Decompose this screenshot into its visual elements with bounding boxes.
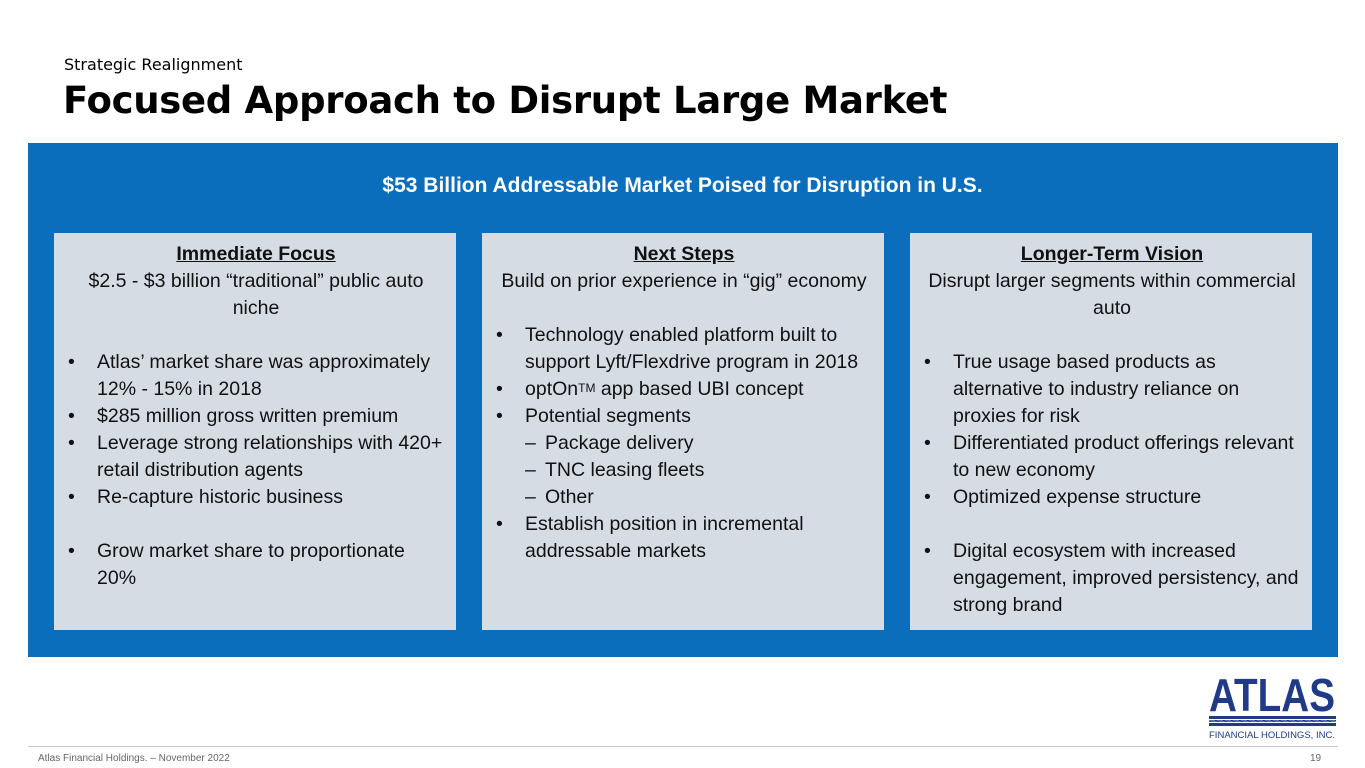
- list-item: Grow market share to proportionate 20%: [66, 538, 446, 592]
- list-item: Establish position in incremental addres…: [494, 511, 874, 565]
- list-item: Technology enabled platform built to sup…: [494, 322, 874, 376]
- bullet-list: True usage based products as alternative…: [922, 349, 1302, 619]
- list-item-text: app based UBI concept: [595, 378, 804, 400]
- trademark-mark: TM: [578, 381, 596, 395]
- logo-dash-band: [1208, 719, 1337, 723]
- column-next-steps: Next Steps Build on prior experience in …: [482, 233, 884, 630]
- column-immediate-focus: Immediate Focus $2.5 - $3 billion “tradi…: [54, 233, 456, 630]
- list-item: Leverage strong relationships with 420+ …: [66, 430, 446, 484]
- list-item: Digital ecosystem with increased engagem…: [922, 538, 1302, 619]
- logo-rule: [1209, 716, 1336, 719]
- sub-list-item: Other: [494, 484, 874, 511]
- page-number: 19: [1310, 753, 1322, 764]
- column-heading: Immediate Focus: [176, 243, 336, 265]
- logo-tagline: FINANCIAL HOLDINGS, INC.: [1209, 730, 1335, 740]
- product-name: optOn: [525, 378, 579, 400]
- column-subtitle: Disrupt larger segments within commercia…: [928, 270, 1296, 319]
- list-item: Re-capture historic business: [66, 484, 446, 511]
- list-item: Differentiated product offerings relevan…: [922, 430, 1302, 484]
- list-item: optOnTM app based UBI concept: [494, 376, 874, 403]
- list-item: Atlas’ market share was approximately 12…: [66, 349, 446, 403]
- sub-list-item: Package delivery: [494, 430, 874, 457]
- panel-heading: $53 Billion Addressable Market Poised fo…: [382, 174, 983, 197]
- sub-list-item: TNC leasing fleets: [494, 457, 874, 484]
- column-heading: Next Steps: [633, 243, 735, 265]
- logo-rule: [1209, 723, 1336, 726]
- column-longer-term-vision: Longer-Term Vision Disrupt larger segmen…: [910, 233, 1312, 630]
- atlas-logo: ATLAS FINANCIAL HOLDINGS, INC.: [1208, 669, 1337, 740]
- list-item: Potential segments: [494, 403, 874, 430]
- column-heading: Longer-Term Vision: [1020, 243, 1204, 265]
- page-title: Focused Approach to Disrupt Large Market: [63, 79, 948, 122]
- column-subtitle: Build on prior experience in “gig” econo…: [501, 270, 867, 292]
- bullet-list: Technology enabled platform built to sup…: [494, 322, 874, 565]
- footer-source: Atlas Financial Holdings. – November 202…: [38, 753, 230, 764]
- column-subtitle: $2.5 - $3 billion “traditional” public a…: [88, 270, 424, 319]
- list-item: $285 million gross written premium: [66, 403, 446, 430]
- logo-wordmark: ATLAS: [1209, 669, 1335, 721]
- list-item: True usage based products as alternative…: [922, 349, 1302, 430]
- bullet-list: Atlas’ market share was approximately 12…: [66, 349, 446, 592]
- footer-rule: [28, 746, 1338, 747]
- list-item: Optimized expense structure: [922, 484, 1302, 511]
- page-eyebrow: Strategic Realignment: [64, 55, 243, 74]
